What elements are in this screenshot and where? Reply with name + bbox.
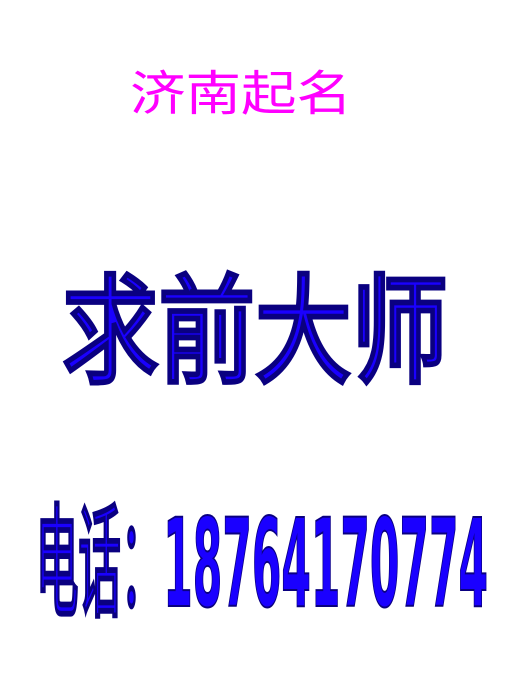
title: 济南起名 [130, 66, 352, 122]
contact-phone: 电话：18764170774 [36, 493, 488, 635]
headline: 求前大师 [62, 263, 448, 401]
